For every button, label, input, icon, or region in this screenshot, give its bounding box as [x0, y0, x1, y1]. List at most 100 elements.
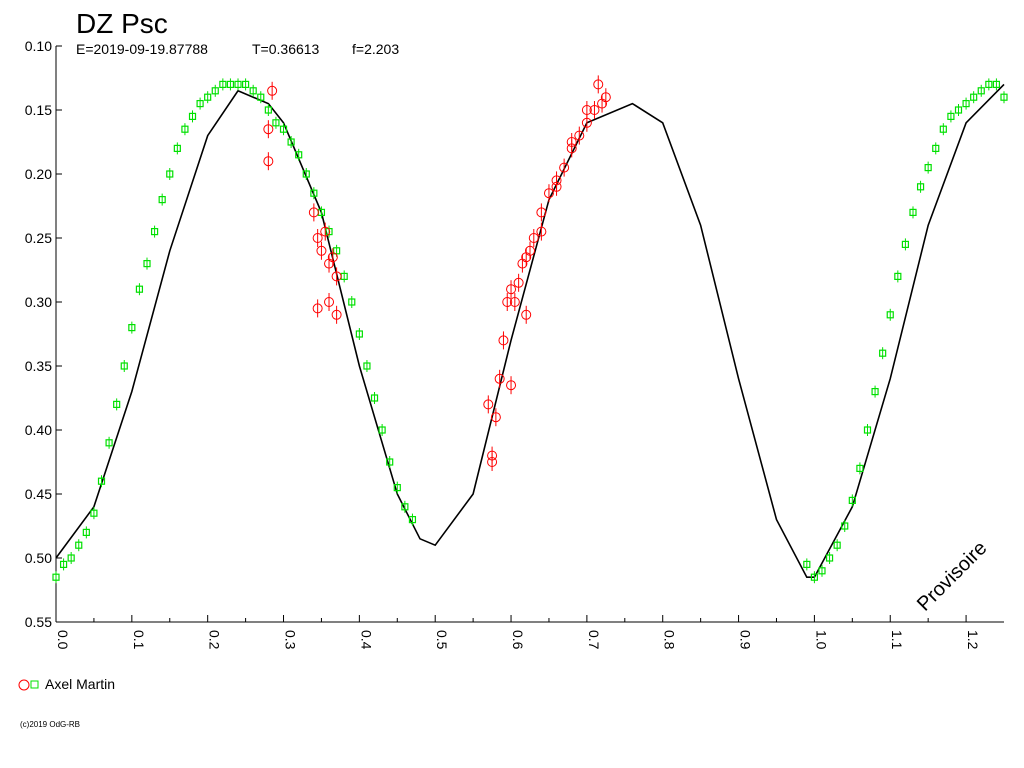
data-point-square: [932, 144, 940, 152]
data-point-square: [333, 247, 341, 255]
data-point-square: [901, 240, 910, 248]
data-point-square: [909, 208, 917, 216]
data-point-square: [257, 93, 265, 101]
watermark-provisoire: Provisoire: [913, 537, 991, 615]
data-point-circle: [312, 233, 323, 243]
model-curve-line: [55, 83, 1005, 579]
data-point-circle: [331, 271, 342, 282]
y-tick-label: 0.35: [25, 358, 52, 374]
data-point-square: [386, 458, 394, 466]
data-point-square: [150, 228, 159, 236]
x-tick-label: 0.1: [131, 630, 147, 650]
data-point-circle: [521, 309, 532, 320]
x-tick-label: 1.2: [965, 630, 981, 650]
data-point-circle: [324, 297, 335, 307]
data-point-square: [264, 106, 272, 114]
data-point-circle: [600, 92, 611, 103]
data-point-square: [985, 80, 993, 89]
data-point-square: [135, 285, 144, 293]
data-point-square: [75, 541, 83, 549]
data-point-circle: [574, 130, 585, 141]
data-point-circle: [559, 162, 570, 173]
data-point-square: [970, 93, 978, 101]
x-tick-label: 0.9: [738, 630, 754, 650]
y-tick-label: 0.10: [25, 38, 52, 54]
x-tick-label: 0.8: [662, 630, 678, 650]
data-point-circle: [506, 284, 517, 295]
data-point-square: [211, 87, 219, 95]
x-tick-label: 0.7: [586, 630, 602, 650]
chart-subtitle-epoch: E=2019-09-19.87788: [76, 41, 208, 57]
data-point-square: [378, 426, 386, 434]
data-point-circle: [316, 245, 327, 256]
data-point-circle: [593, 79, 604, 90]
data-point-circle: [267, 85, 278, 96]
x-tick-label: 1.1: [889, 630, 905, 650]
data-point-square: [848, 496, 856, 504]
data-point-square: [393, 484, 401, 492]
data-point-square: [234, 80, 242, 89]
data-point-square: [947, 112, 955, 121]
data-point-square: [196, 99, 204, 108]
data-point-square: [166, 170, 174, 178]
legend-circle-icon: [18, 679, 30, 691]
data-point-circle: [581, 105, 592, 115]
data-point-square: [52, 573, 60, 581]
data-point-square: [408, 515, 417, 524]
data-point-square: [302, 170, 310, 178]
data-point-square: [370, 394, 379, 402]
y-tick-label: 0.40: [25, 422, 52, 438]
data-point-square: [97, 477, 106, 485]
data-point-square: [204, 93, 212, 101]
data-point-circle: [320, 226, 331, 237]
data-point-circle: [483, 399, 494, 410]
data-point-square: [841, 522, 849, 530]
data-point-square: [1000, 93, 1008, 101]
data-point-circle: [536, 226, 547, 237]
data-point-square: [939, 125, 947, 133]
data-point-square: [295, 151, 303, 159]
data-point-circle: [263, 156, 274, 167]
legend-entry: Axel Martin: [45, 676, 115, 692]
data-point-square: [401, 503, 409, 511]
data-point-circle: [506, 380, 517, 391]
series-green-squares: [52, 78, 1008, 584]
data-point-circle: [502, 297, 513, 307]
x-tick-label: 0.3: [283, 630, 299, 650]
x-tick-label: 0.0: [55, 630, 71, 650]
data-point-circle: [509, 297, 520, 307]
x-tick-label: 1.0: [813, 630, 829, 650]
y-tick-label: 0.45: [25, 486, 52, 502]
data-point-square: [363, 362, 371, 370]
data-point-square: [143, 260, 151, 268]
data-point-circle: [312, 303, 323, 314]
data-point-square: [825, 554, 834, 562]
data-point-square: [818, 567, 826, 575]
x-tick-label: 0.5: [434, 630, 450, 650]
data-point-square: [871, 388, 879, 396]
data-point-circle: [494, 373, 505, 384]
y-tick-label: 0.25: [25, 230, 52, 246]
y-axis-ticks: 0.10 0.15 0.20 0.25 0.30 0.35 0.40 0.45 0.50 0.55: [25, 38, 62, 630]
data-point-square: [59, 560, 68, 569]
data-point-square: [120, 362, 128, 370]
data-point-circle: [327, 252, 338, 263]
data-point-circle: [543, 188, 554, 199]
data-point-square: [272, 119, 280, 127]
legend-square-icon: [30, 680, 39, 689]
data-point-circle: [566, 137, 577, 147]
data-point-square: [310, 189, 318, 197]
data-point-square: [962, 99, 970, 108]
y-tick-label: 0.30: [25, 294, 52, 310]
data-point-square: [803, 560, 811, 569]
x-tick-label: 0.4: [358, 630, 374, 650]
data-point-square: [879, 349, 887, 357]
data-point-square: [113, 400, 121, 408]
data-point-circle: [551, 181, 562, 192]
data-point-circle: [513, 277, 524, 288]
data-point-square: [856, 464, 864, 472]
data-point-square: [894, 272, 902, 280]
data-point-circle: [498, 335, 509, 346]
data-point-square: [188, 112, 197, 121]
